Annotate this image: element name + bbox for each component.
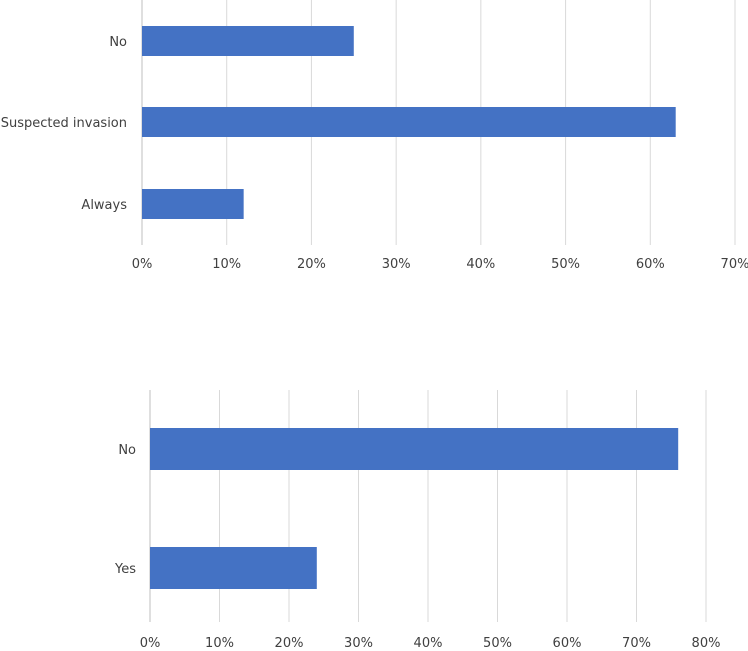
x-tick-label: 70% — [721, 257, 748, 272]
x-tick-label: 0% — [132, 257, 153, 272]
x-tick-label: 30% — [344, 636, 373, 651]
bar-yes — [150, 547, 317, 589]
category-label: No — [118, 443, 136, 458]
chart-1: 0% 10% 20% 30% 40% 50% 60% 70% No Suspected invas… — [1, 0, 748, 272]
x-tick-label: 70% — [622, 636, 651, 651]
bar-no — [150, 428, 679, 470]
bar-suspected-invasion — [142, 107, 676, 137]
chart-2: 0% 10% 20% 30% 40% 50% 60% 70% 80% No Yes — [114, 390, 720, 651]
bar-no — [142, 26, 354, 56]
x-tick-label: 60% — [636, 257, 665, 272]
category-label: Yes — [114, 562, 136, 577]
x-tick-label: 40% — [466, 257, 495, 272]
x-tick-label: 80% — [692, 636, 721, 651]
x-tick-label: 30% — [382, 257, 411, 272]
x-tick-label: 40% — [414, 636, 443, 651]
x-tick-label: 20% — [297, 257, 326, 272]
x-tick-label: 10% — [205, 636, 234, 651]
x-tick-label: 50% — [483, 636, 512, 651]
x-tick-label: 0% — [140, 636, 161, 651]
bar-always — [142, 189, 244, 219]
category-label: No — [109, 35, 127, 50]
x-tick-label: 20% — [275, 636, 304, 651]
x-tick-label: 10% — [212, 257, 241, 272]
category-label: Always — [81, 198, 127, 213]
x-tick-label: 50% — [551, 257, 580, 272]
x-tick-label: 60% — [553, 636, 582, 651]
category-label: Suspected invasion — [1, 116, 127, 131]
